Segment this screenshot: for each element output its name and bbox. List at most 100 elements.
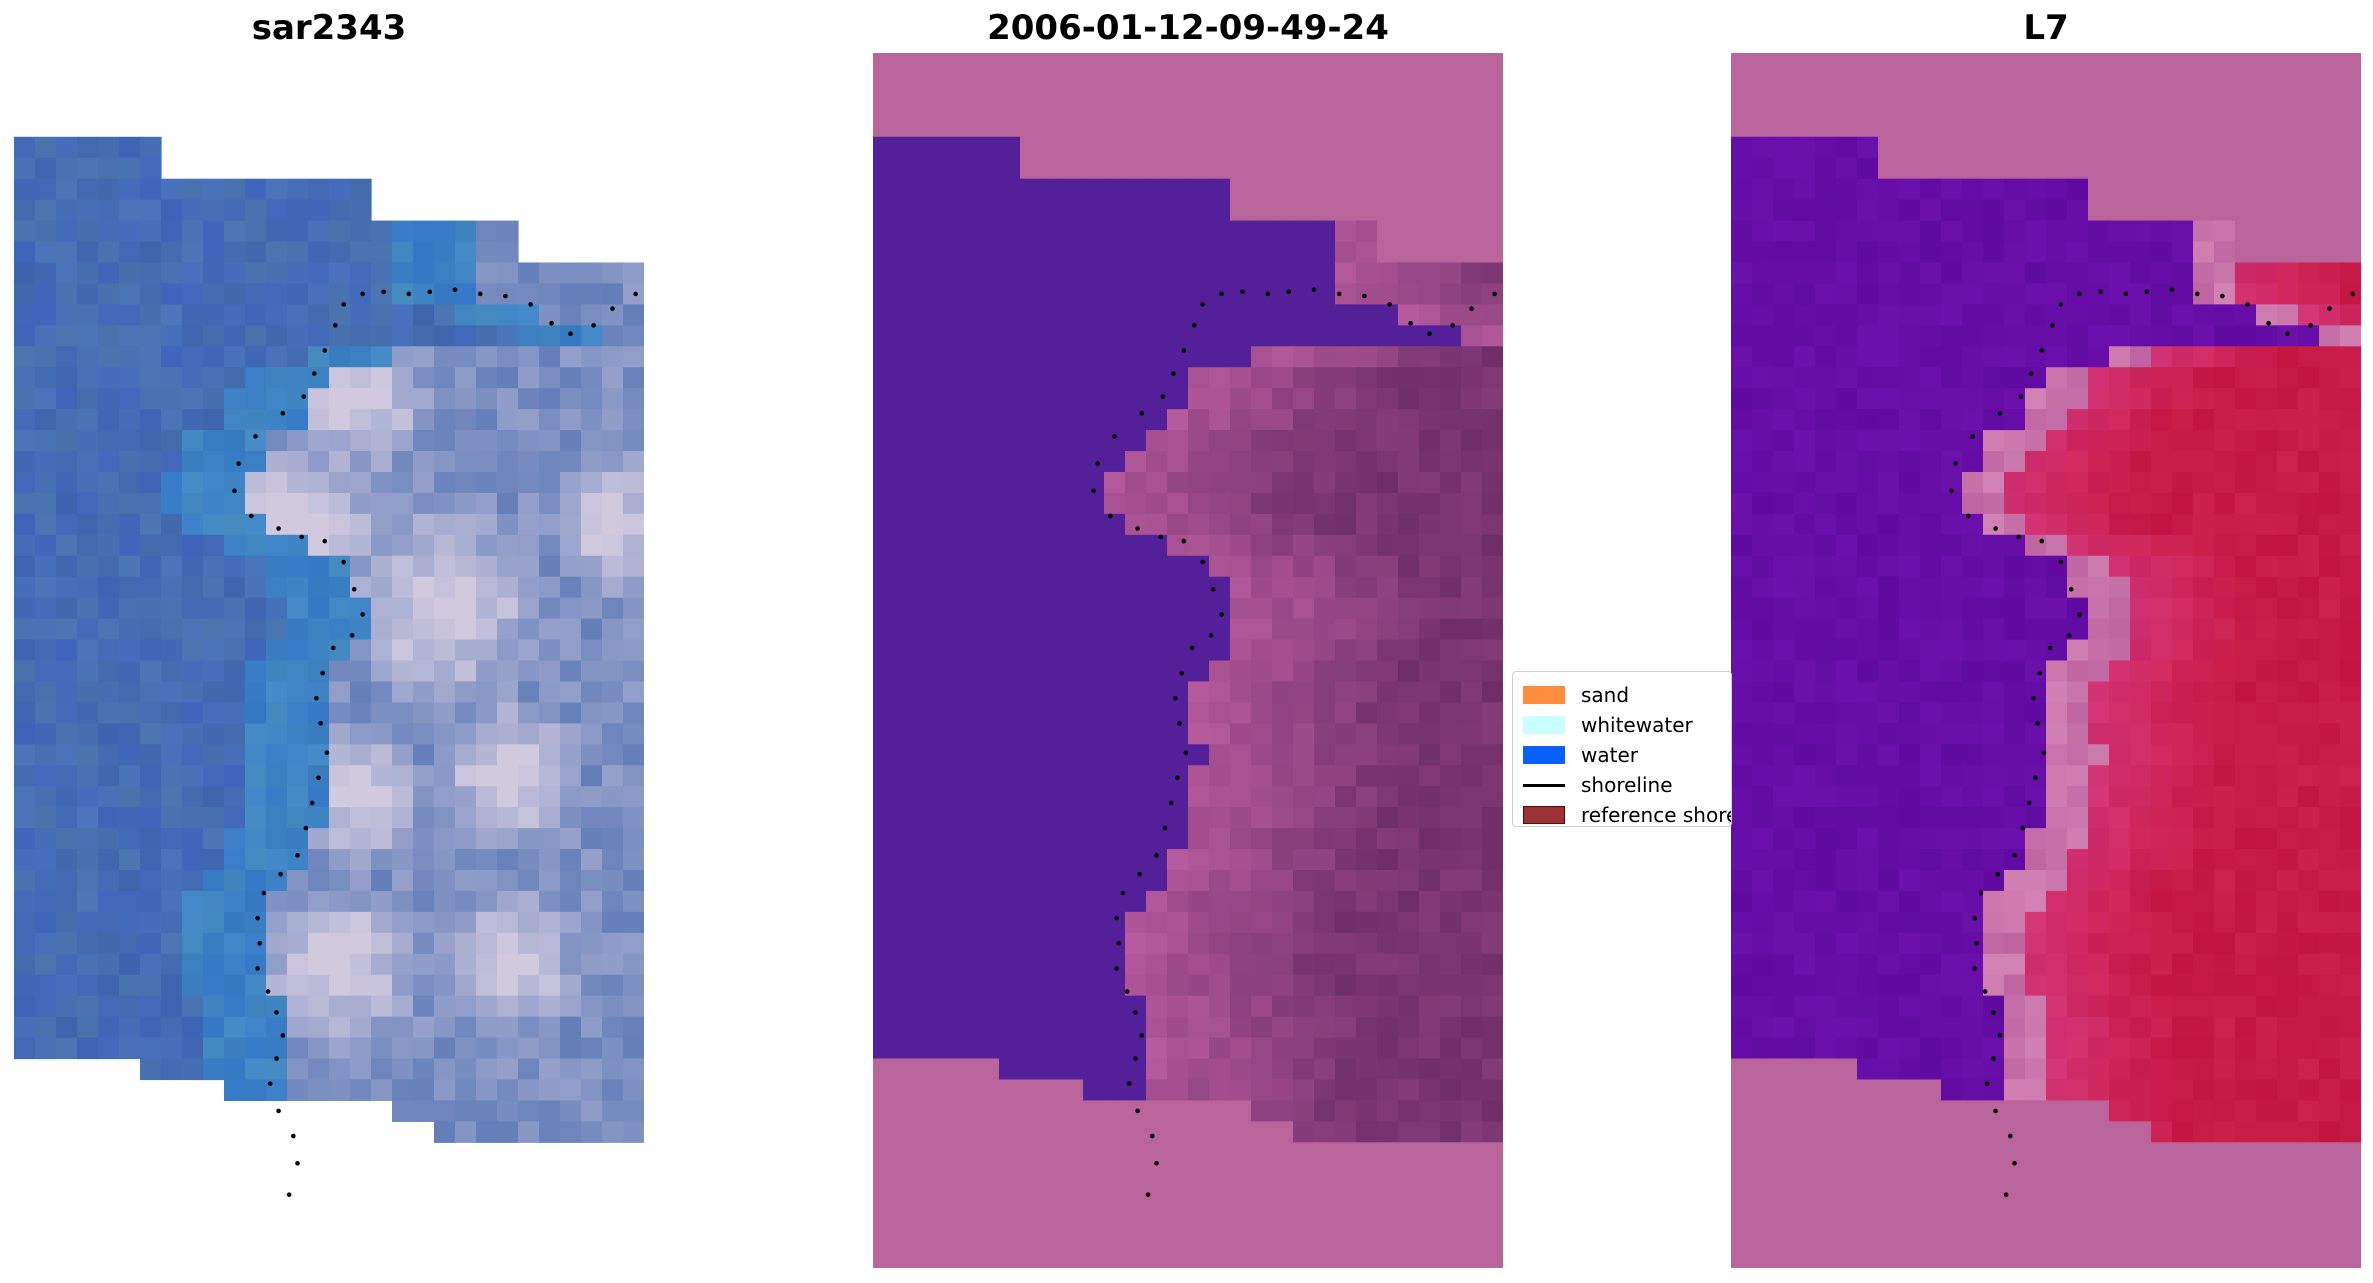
pixel-cell [1356,702,1378,724]
pixel-cell [1920,53,1942,75]
pixel-cell [1377,911,1399,934]
pixel-cell [560,953,582,976]
pixel-cell [915,597,937,620]
pixel-cell [2193,1079,2215,1102]
shoreline-point [2327,306,2332,311]
shoreline-point [267,1081,273,1086]
pixel-cell [1377,430,1399,452]
pixel-cell [1482,869,1503,892]
pixel-cell [1482,451,1503,473]
pixel-cell [2130,283,2152,305]
pixel-cell [1062,911,1084,934]
pixel-cell [2340,157,2361,180]
pixel-cell [1731,513,1753,536]
pixel-cell [266,869,288,892]
pixel-cell [1836,115,1858,138]
pixel-cell [1041,849,1063,871]
pixel-cell [1188,430,1210,452]
pixel-cell [1125,555,1147,578]
pixel-cell [978,974,1000,997]
pixel-cell [2256,849,2278,871]
pixel-cell [2172,618,2194,641]
pixel-cell [1962,576,1984,599]
pixel-cell [1878,513,1900,536]
pixel-cell [2235,911,2257,934]
pixel-cell [1293,220,1315,243]
pixel-cell [1041,1058,1063,1081]
pixel-cell [1878,304,1900,326]
pixel-cell [119,765,141,787]
pixel-cell [161,1016,183,1039]
pixel-cell [1815,451,1837,473]
pixel-cell [1440,1184,1462,1206]
pixel-cell [1731,660,1753,683]
pixel-cell [2193,199,2215,222]
pixel-cell [1899,534,1921,557]
pixel-cell [1293,157,1315,180]
pixel-cell [2067,660,2089,683]
pixel-cell [476,1016,498,1039]
pixel-cell [915,932,937,955]
pixel-cell [2067,744,2089,766]
pixel-cell [1752,325,1774,347]
pixel-cell [203,304,225,326]
pixel-cell [1041,115,1063,138]
pixel-cell [2172,304,2194,326]
pixel-cell [1062,1205,1084,1227]
pixel-cell [1899,1226,1921,1248]
pixel-cell [1230,765,1252,787]
pixel-cell [1398,1016,1420,1039]
pixel-cell [1083,367,1105,389]
pixel-cell [392,828,414,850]
pixel-cell [978,618,1000,641]
pixel-cell [1230,786,1252,808]
pixel-cell [894,786,916,808]
pixel-cell [1836,367,1858,389]
pixel-cell [1188,555,1210,578]
pixel-cell [308,513,330,536]
pixel-cell [1356,1247,1378,1268]
pixel-cell [1731,618,1753,641]
pixel-cell [224,451,246,473]
pixel-cell [1104,744,1126,766]
pixel-cell [1731,639,1753,662]
pixel-cell [1461,890,1483,913]
pixel-cell [2172,974,2194,997]
pixel-cell [2277,1079,2299,1102]
pixel-cell [1314,765,1336,787]
pixel-cell [2025,1016,2047,1039]
pixel-cell [1920,681,1942,703]
pixel-cell [2256,115,2278,138]
pixel-cell [518,576,540,599]
pixel-cell [2298,953,2320,976]
shoreline-point [2066,633,2072,638]
pixel-cell [518,471,540,494]
pixel-cell [2130,513,2152,536]
pixel-cell [1020,157,1042,180]
pixel-cell [350,639,372,662]
pixel-cell [371,702,393,724]
pixel-cell [1836,283,1858,305]
pixel-cell [1815,1037,1837,1060]
sar-rgb-image [14,53,644,1268]
pixel-cell [1293,849,1315,871]
pixel-cell [1314,94,1336,117]
pixel-cell [2172,911,2194,934]
pixel-cell [2319,1121,2341,1143]
pixel-cell [1251,220,1273,243]
pixel-cell [371,1058,393,1081]
pixel-cell [1461,597,1483,620]
pixel-cell [539,513,561,536]
pixel-cell [392,744,414,766]
pixel-cell [1440,115,1462,138]
shoreline-point [1995,871,2000,877]
pixel-cell [539,555,561,578]
pixel-cell [1209,1121,1231,1143]
pixel-cell [1461,1079,1483,1102]
pixel-cell [2193,304,2215,326]
pixel-cell [2004,346,2026,368]
pixel-cell [455,1016,477,1039]
pixel-cell [1920,136,1942,159]
pixel-cell [1293,1079,1315,1102]
pixel-cell [2067,388,2089,410]
